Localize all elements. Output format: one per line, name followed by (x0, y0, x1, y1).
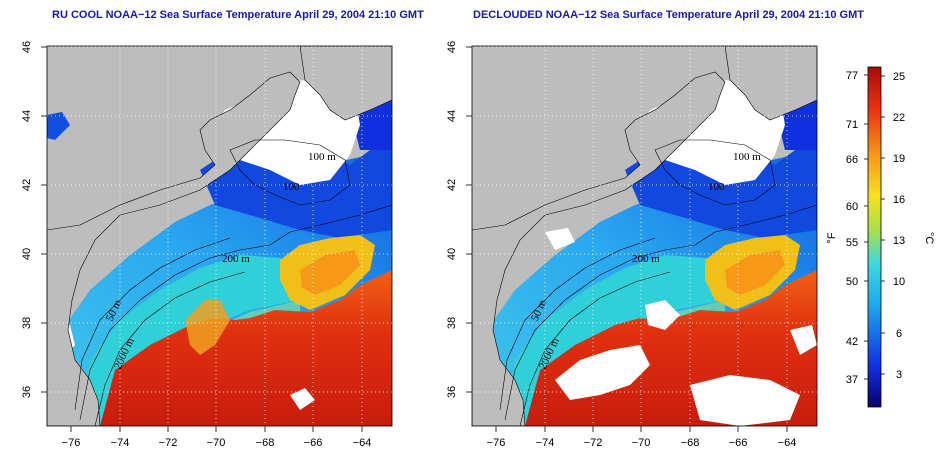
fahrenheit-tick-label: 77 (846, 70, 858, 82)
lon-tick-label: −74 (111, 437, 130, 449)
contour-label: 200 m (222, 253, 250, 265)
contour-label: 100 (283, 181, 300, 193)
lat-tick-label: 42 (21, 179, 33, 191)
celsius-tick-label: 16 (893, 194, 905, 206)
lat-tick-label: 42 (446, 179, 458, 191)
contour-label: 100 (708, 181, 725, 193)
offshore-blue-strip (47, 112, 70, 140)
lat-tick-label: 38 (21, 317, 33, 329)
contour-100m (654, 139, 776, 206)
lon-tick-label: −72 (584, 437, 603, 449)
gulf-stream-water (100, 270, 392, 426)
lon-tick-label: −72 (159, 437, 178, 449)
gulf-of-maine-water (200, 140, 392, 238)
map-panel-declouded: 100 m 100 200 m 50 m 2000 m −76 −74 −72 −70… (446, 41, 818, 449)
contour-100m (229, 139, 351, 206)
fahrenheit-tick-label: 42 (846, 336, 858, 348)
lat-tick-label: 46 (21, 41, 33, 53)
lon-tick-label: −64 (778, 437, 797, 449)
lon-tick-label: −70 (632, 437, 651, 449)
fahrenheit-tick-label: 66 (846, 154, 858, 166)
celsius-tick-label: 13 (893, 235, 905, 247)
lon-tick-label: −76 (487, 437, 506, 449)
contour-200m (79, 204, 392, 421)
contour-label: 100 m (308, 151, 336, 163)
celsius-tick-label: 25 (893, 71, 905, 83)
graticule (472, 46, 817, 426)
lat-tick-label: 40 (21, 248, 33, 260)
fahrenheit-axis-label: °F (826, 232, 838, 243)
masked-region (555, 345, 650, 400)
celsius-tick-label: 22 (893, 112, 905, 124)
lon-tick-label: −76 (62, 437, 81, 449)
lon-tick-label: −66 (729, 437, 748, 449)
lon-tick-label: −64 (353, 437, 372, 449)
masked-region (645, 300, 680, 330)
graticule (47, 46, 392, 426)
contour-label: 200 m (632, 253, 660, 265)
celsius-tick-label: 10 (893, 276, 905, 288)
fahrenheit-tick-label: 37 (846, 374, 858, 386)
gulf-stream-meander (185, 300, 230, 355)
celsius-tick-label: 19 (893, 153, 905, 165)
celsius-axis-label: °C (923, 232, 935, 244)
nova-scotia-land (724, 46, 817, 121)
contour-50m (74, 237, 231, 411)
map-title-left: RU COOL NOAA−12 Sea Surface Temperature … (52, 9, 424, 21)
gulf-of-maine-water (625, 140, 817, 238)
masked-region (545, 228, 575, 250)
celsius-tick-label: 3 (896, 369, 902, 381)
temperature-colorbar: °F °C 77 71 66 60 55 50 42 37 25 22 19 16 13 10 6 3 (826, 66, 935, 408)
contour-label: 100 m (733, 151, 761, 163)
nova-scotia-land (299, 46, 392, 121)
contour-2000m (519, 271, 671, 426)
fahrenheit-tick-label: 50 (846, 276, 858, 288)
celsius-tick-label: 6 (896, 328, 902, 340)
colorbar-ticks: 77 71 66 60 55 50 42 37 25 22 19 16 13 10 6 3 (846, 70, 905, 386)
contour-200m (504, 204, 817, 421)
contour-2000m (94, 271, 246, 426)
lon-tick-label: −74 (536, 437, 555, 449)
lat-tick-label: 44 (21, 110, 33, 122)
lat-tick-label: 44 (446, 110, 458, 122)
axis-ticks: −76 −74 −72 −70 −68 −66 −64 36 38 40 42 44 46 (21, 41, 371, 449)
lon-tick-label: −68 (256, 437, 275, 449)
lat-tick-label: 40 (446, 248, 458, 260)
lon-tick-label: −66 (304, 437, 323, 449)
fahrenheit-tick-label: 60 (846, 201, 858, 213)
cloud-patch (290, 388, 315, 410)
us-coastline (47, 71, 301, 426)
map-frame (46, 45, 393, 427)
masked-region (690, 375, 800, 426)
lat-tick-label: 36 (21, 386, 33, 398)
lat-tick-label: 36 (446, 386, 458, 398)
fahrenheit-tick-label: 71 (846, 119, 858, 131)
masked-region (790, 325, 817, 355)
map-title-right: DECLOUDED NOAA−12 Sea Surface Temperatur… (473, 9, 864, 21)
warm-core-ring-center (725, 250, 785, 295)
axis-ticks: −76 −74 −72 −70 −68 −66 −64 36 38 40 42 44 46 (446, 41, 796, 449)
lat-tick-label: 46 (446, 41, 458, 53)
map-panel-original: 100 m 100 200 m 50 m 2000 m −76 −74 −72 −70… (21, 41, 393, 449)
map-frame (471, 45, 818, 427)
colorbar-gradient (867, 66, 882, 408)
lon-tick-label: −70 (207, 437, 226, 449)
lat-tick-label: 38 (446, 317, 458, 329)
lon-tick-label: −68 (681, 437, 700, 449)
contour-50m (499, 237, 656, 411)
us-coastline (472, 71, 726, 426)
warm-core-ring-center (300, 250, 360, 295)
fahrenheit-tick-label: 55 (846, 237, 858, 249)
